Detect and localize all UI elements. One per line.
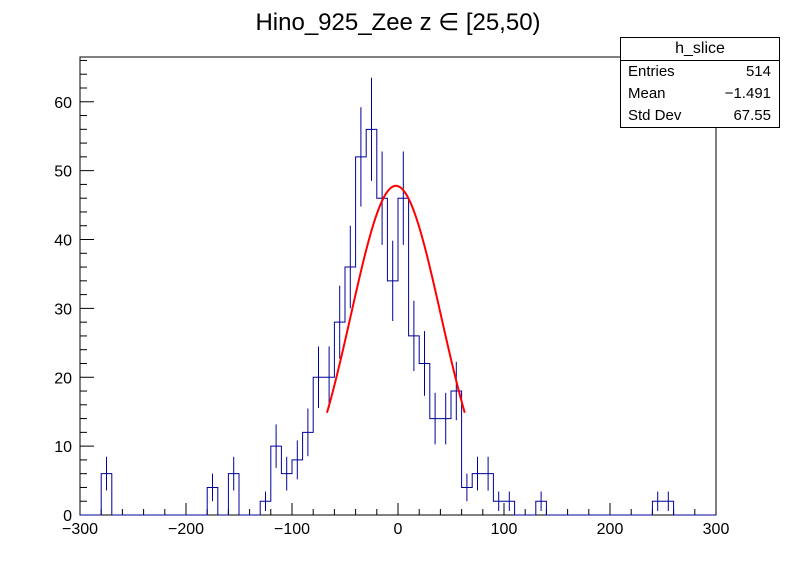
stats-value: −1.491 [724, 85, 771, 102]
x-tick-label: −200 [168, 521, 204, 538]
y-tick-label: 20 [54, 370, 72, 387]
stats-row-entries: Entries 514 [621, 61, 779, 83]
stats-label: Mean [628, 85, 666, 102]
stats-value: 67.55 [733, 107, 771, 124]
stats-row-mean: Mean −1.491 [621, 83, 779, 105]
stats-label: Entries [628, 63, 675, 80]
y-tick-label: 40 [54, 233, 72, 250]
stats-title: h_slice [621, 38, 779, 61]
y-tick-label: 10 [54, 439, 72, 456]
stats-value: 514 [745, 63, 771, 80]
x-tick-label: 0 [394, 521, 403, 538]
x-tick-label: 100 [491, 521, 518, 538]
stats-row-stddev: Std Dev 67.55 [621, 105, 779, 127]
y-tick-label: 0 [63, 508, 72, 525]
gaussian-fit-curve [326, 184, 466, 414]
x-tick-label: −100 [274, 521, 310, 538]
x-tick-label: 200 [597, 521, 624, 538]
stats-box: h_slice Entries 514 Mean −1.491 Std Dev … [620, 37, 780, 128]
y-tick-label: 60 [54, 95, 72, 112]
x-tick-label: 300 [703, 521, 730, 538]
y-tick-label: 50 [54, 164, 72, 181]
stats-label: Std Dev [628, 107, 682, 124]
y-tick-label: 30 [54, 301, 72, 318]
chart-title: Hino_925_Zee z ∈ [25,50) [255, 9, 540, 36]
x-tick-label: −300 [62, 521, 98, 538]
histogram-outline [80, 128, 716, 516]
